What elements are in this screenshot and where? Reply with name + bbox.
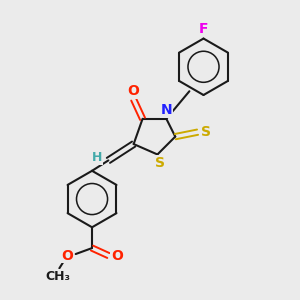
- Text: O: O: [61, 248, 73, 262]
- Text: S: S: [201, 125, 211, 139]
- Text: S: S: [155, 156, 165, 170]
- Text: F: F: [199, 22, 208, 36]
- Text: CH₃: CH₃: [45, 270, 70, 283]
- Text: N: N: [160, 103, 172, 118]
- Text: O: O: [111, 248, 123, 262]
- Text: H: H: [92, 151, 102, 164]
- Text: O: O: [128, 84, 140, 98]
